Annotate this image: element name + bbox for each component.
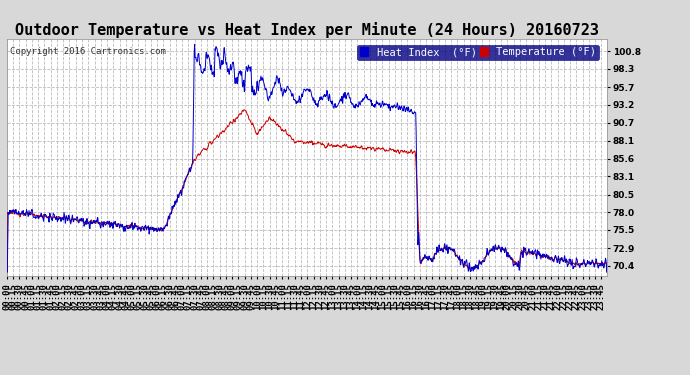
Text: Copyright 2016 Cartronics.com: Copyright 2016 Cartronics.com xyxy=(10,47,166,56)
Title: Outdoor Temperature vs Heat Index per Minute (24 Hours) 20160723: Outdoor Temperature vs Heat Index per Mi… xyxy=(15,22,599,38)
Legend: Heat Index  (°F), Temperature (°F): Heat Index (°F), Temperature (°F) xyxy=(357,45,599,60)
